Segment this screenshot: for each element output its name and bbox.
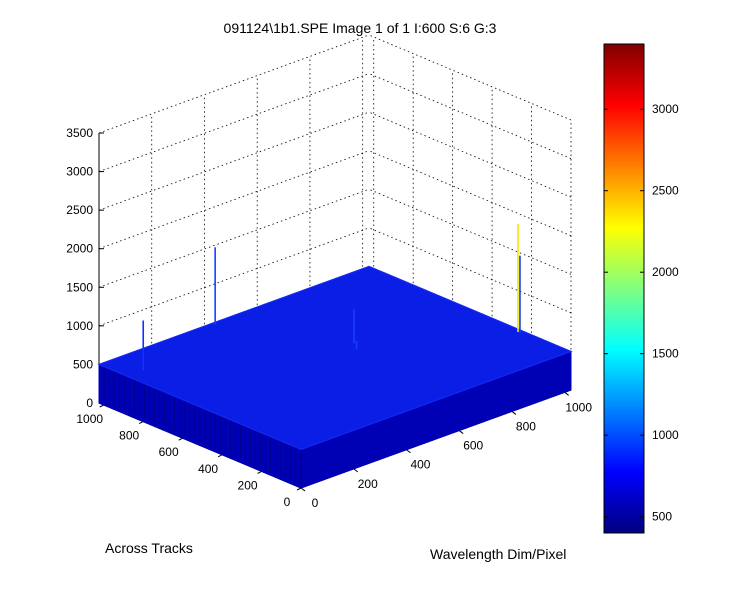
x-tick-label-1: 200 (358, 477, 378, 491)
z-tick-label-6: 3000 (66, 165, 93, 179)
colorbar-tick-label-4: 2500 (652, 184, 679, 198)
grid-line-sidewall-z-6 (368, 73, 572, 159)
y-tick-mark-1 (257, 470, 262, 474)
x-tick-mark-4 (511, 411, 517, 415)
x-tick-label-3: 600 (463, 439, 483, 453)
colorbar-tick-label-5: 3000 (652, 102, 679, 116)
colorbar-tick-label-2: 1500 (652, 347, 679, 361)
grid-line-backwall-z-3 (98, 188, 370, 288)
colorbar-tick-label-3: 2000 (652, 265, 679, 279)
y-tick-mark-5 (99, 404, 104, 408)
x-tick-mark-0 (300, 487, 306, 492)
grid-line-sidewall-z-4 (368, 150, 572, 237)
colorbar: 500 1000 1500 2000 2500 3000 (603, 43, 679, 534)
y-tick-label-3: 600 (159, 445, 179, 459)
grid-line-backwall-z-5 (98, 111, 370, 211)
colorbar-tick-label-0: 500 (652, 510, 672, 524)
x-tick-label-2: 400 (410, 458, 430, 472)
y-tick-label-4: 800 (119, 429, 139, 443)
x-tick-label-4: 800 (516, 419, 536, 433)
grid-line-sidewall-z-3 (368, 188, 572, 275)
x-tick-mark-1 (353, 468, 359, 473)
colorbar-gradient (603, 43, 645, 534)
y-tick-label-2: 400 (198, 462, 218, 476)
x-tick-mark-3 (458, 430, 464, 434)
x-tick-mark-5 (564, 391, 569, 396)
surface-layer (97, 265, 573, 489)
y-tick-mark-3 (178, 437, 183, 441)
grid-line-sidewall-z-7 (368, 34, 572, 121)
x-axis-label: Wavelength Dim/Pixel (430, 546, 566, 562)
z-tick-label-7: 3500 (66, 126, 93, 140)
y-tick-label-0: 0 (284, 495, 291, 509)
grid-line-backwall-z-6 (98, 73, 370, 172)
y-tick-mark-4 (138, 421, 144, 425)
y-tick-mark-2 (217, 454, 223, 458)
z-tick-label-1: 500 (73, 357, 93, 371)
x-tick-mark-2 (406, 449, 411, 454)
x-tick-label-0: 0 (312, 496, 319, 510)
y-tick-mark-0 (296, 487, 302, 491)
z-tick-label-2: 1000 (66, 319, 93, 333)
grid-line-sidewall-z-5 (368, 111, 572, 198)
y-axis-label: Across Tracks (105, 540, 193, 556)
y-tick-label-1: 200 (238, 478, 258, 492)
tick-layer: 0 200 400 600 800 1000 0 200 400 600 800 1000 0 500 10… (66, 126, 592, 510)
surface-top-face (97, 265, 573, 451)
grid-line-backwall-z-7 (98, 34, 370, 134)
z-tick-label-0: 0 (86, 396, 93, 410)
colorbar-tick-label-1: 1000 (652, 428, 679, 442)
z-tick-label-5: 2500 (66, 203, 93, 217)
grid-line-backwall-z-4 (98, 150, 370, 250)
x-tick-label-5: 1000 (565, 400, 592, 414)
y-tick-label-5: 1000 (76, 412, 103, 426)
chart-title: 091124\1b1.SPE Image 1 of 1 I:600 S:6 G:… (224, 20, 497, 36)
grid-line-sidewall-z-2 (368, 227, 572, 314)
grid-line-backwall-z-2 (98, 227, 370, 327)
z-tick-label-4: 2000 (66, 242, 93, 256)
z-tick-label-3: 1500 (66, 280, 93, 294)
spike-layer (142, 224, 521, 371)
